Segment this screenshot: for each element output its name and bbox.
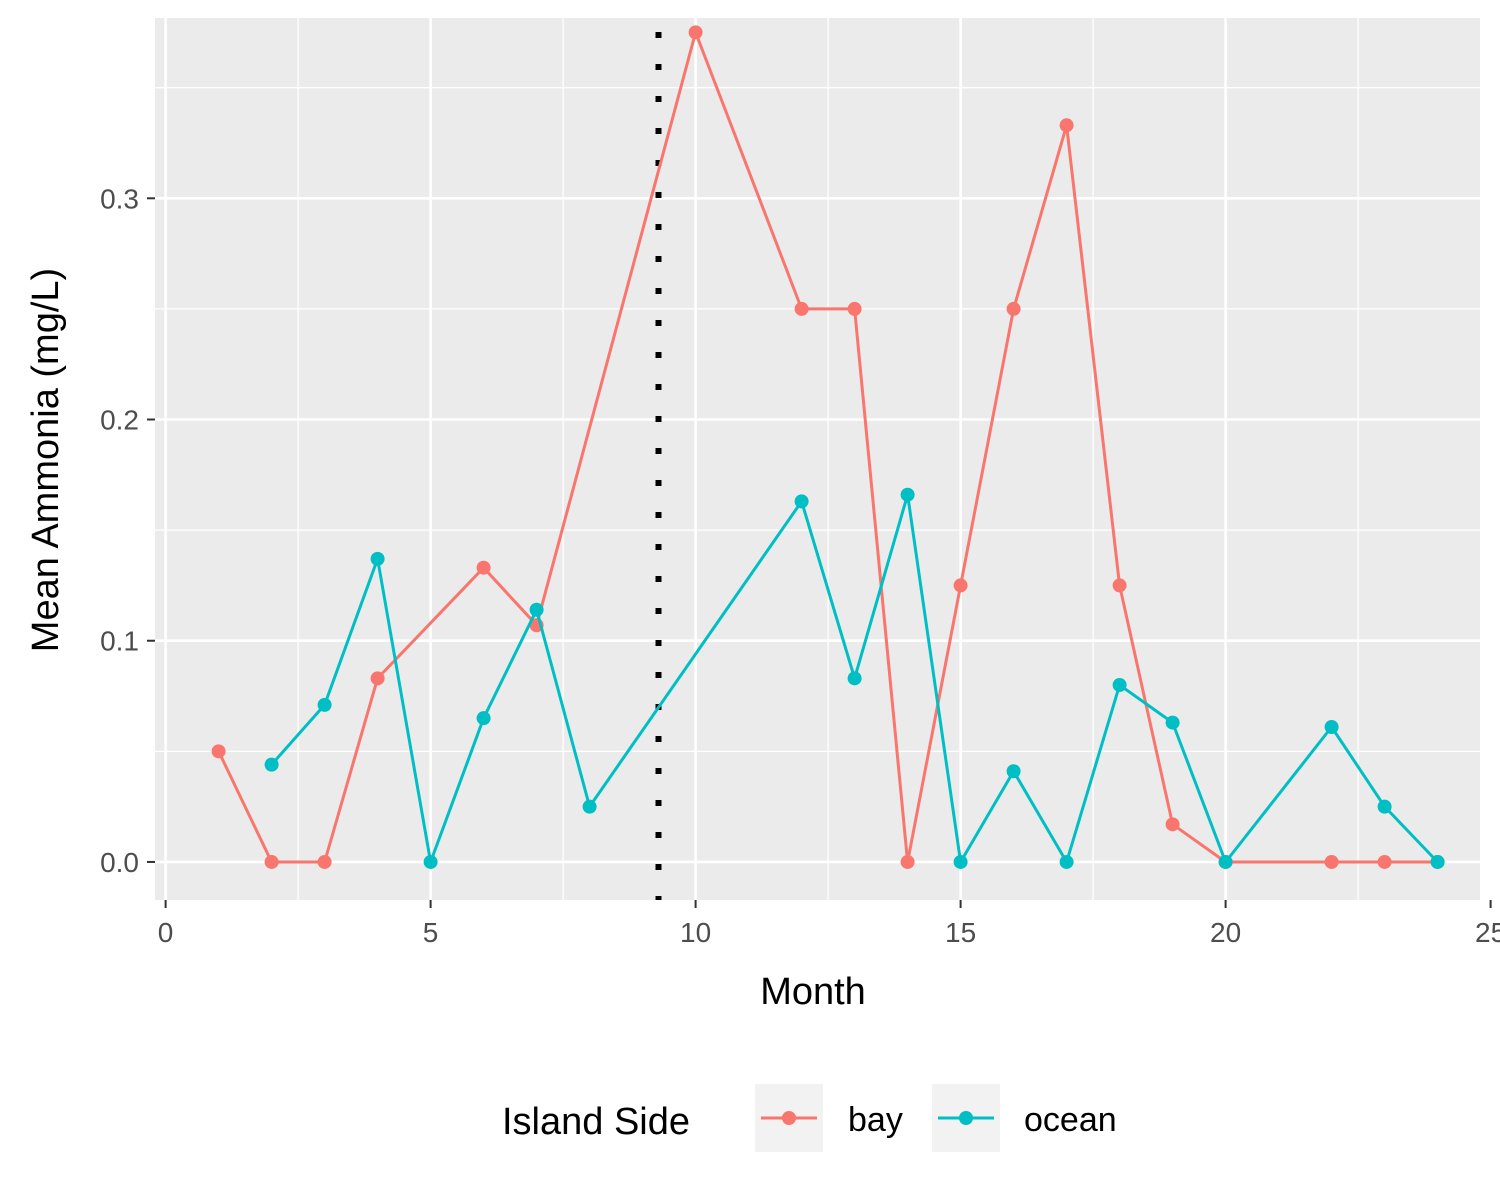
data-point-bay — [794, 301, 809, 316]
data-point-ocean — [1377, 799, 1392, 814]
data-point-ocean — [476, 711, 491, 726]
x-tick-label: 20 — [1210, 917, 1241, 948]
legend-key-point — [959, 1111, 973, 1125]
legend: Island Side bay ocean — [502, 1084, 1117, 1152]
y-tick-label: 0.1 — [100, 626, 139, 657]
data-point-bay — [370, 671, 385, 686]
y-tick-label: 0.3 — [100, 183, 139, 214]
x-axis-title: Month — [760, 971, 866, 1013]
data-point-ocean — [1006, 764, 1021, 779]
data-point-ocean — [423, 854, 438, 869]
x-tick-label: 0 — [158, 917, 174, 948]
data-point-bay — [1165, 817, 1180, 832]
data-point-bay — [264, 854, 279, 869]
data-point-bay — [847, 301, 862, 316]
data-point-bay — [1324, 854, 1339, 869]
data-point-bay — [953, 578, 968, 593]
x-axis: 0 5 10 15 20 25 — [158, 900, 1500, 948]
y-axis-title: Mean Ammonia (mg/L) — [25, 268, 67, 652]
data-point-bay — [900, 854, 915, 869]
series-ocean — [264, 487, 1445, 869]
legend-key-ocean — [932, 1084, 1000, 1152]
legend-key-bay — [755, 1084, 823, 1152]
x-tick-label: 10 — [680, 917, 711, 948]
legend-label-ocean: ocean — [1024, 1101, 1117, 1139]
data-point-bay — [1377, 854, 1392, 869]
data-point-bay — [1006, 301, 1021, 316]
x-tick-label: 15 — [945, 917, 976, 948]
data-point-bay — [476, 560, 491, 575]
y-tick-label: 0.0 — [100, 847, 139, 878]
data-point-bay — [317, 854, 332, 869]
data-point-bay — [211, 744, 226, 759]
data-point-ocean — [1059, 854, 1074, 869]
data-point-ocean — [1218, 854, 1233, 869]
data-point-bay — [688, 25, 703, 40]
data-point-ocean — [953, 854, 968, 869]
data-point-ocean — [264, 757, 279, 772]
data-point-ocean — [1112, 677, 1127, 692]
data-point-ocean — [1430, 854, 1445, 869]
major-gridlines — [155, 18, 1492, 900]
series-layer — [211, 25, 1445, 869]
x-tick-label: 25 — [1475, 917, 1500, 948]
legend-key-point — [782, 1111, 796, 1125]
plot-panel — [155, 18, 1480, 900]
data-point-ocean — [1324, 720, 1339, 735]
data-point-ocean — [370, 551, 385, 566]
legend-label-bay: bay — [848, 1101, 903, 1139]
data-point-ocean — [847, 671, 862, 686]
data-point-ocean — [794, 494, 809, 509]
y-tick-label: 0.2 — [100, 405, 139, 436]
data-point-ocean — [529, 602, 544, 617]
y-axis: 0.0 0.1 0.2 0.3 — [100, 183, 155, 878]
legend-title: Island Side — [502, 1101, 690, 1143]
data-point-ocean — [900, 487, 915, 502]
data-point-ocean — [582, 799, 597, 814]
x-tick-label: 5 — [423, 917, 439, 948]
data-point-ocean — [1165, 715, 1180, 730]
data-point-bay — [1059, 118, 1074, 133]
data-point-bay — [1112, 578, 1127, 593]
minor-gridlines — [155, 18, 1480, 900]
data-point-ocean — [317, 697, 332, 712]
